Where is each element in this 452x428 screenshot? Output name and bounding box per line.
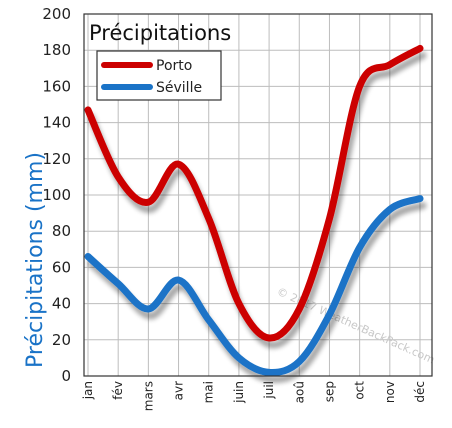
- y-tick-label-20: 20: [52, 331, 71, 349]
- x-tick-label-1: fév: [111, 381, 125, 400]
- legend-box: [96, 50, 222, 101]
- x-tick-label-3: avr: [172, 381, 186, 400]
- y-tick-label-180: 180: [42, 41, 71, 59]
- y-tick-label-60: 60: [52, 258, 71, 276]
- series-line-1: [84, 195, 424, 377]
- x-tick-label-5: juin: [232, 381, 246, 404]
- x-tick-label-7: aoû: [292, 381, 306, 403]
- chart-title: Précipitations: [89, 21, 231, 45]
- plot-frame: [83, 13, 433, 377]
- y-tick-label-200: 200: [42, 5, 71, 23]
- x-tick-label-4: mai: [202, 381, 216, 403]
- legend-label-seville: Séville: [156, 80, 202, 96]
- x-tick-label-0: jan: [81, 381, 95, 400]
- x-tick-label-6: juil: [262, 381, 276, 400]
- y-tick-label-0: 0: [61, 367, 71, 385]
- legend: Porto Séville: [96, 50, 222, 101]
- y-tick-label-100: 100: [42, 186, 71, 204]
- x-tick-label-11: déc: [413, 381, 427, 403]
- legend-label-porto: Porto: [156, 58, 192, 74]
- y-tick-label-140: 140: [42, 114, 71, 132]
- y-tick-label-120: 120: [42, 150, 71, 168]
- series-lines: [84, 44, 424, 377]
- x-tick-label-10: nov: [383, 381, 397, 403]
- y-tick-label-40: 40: [52, 295, 71, 313]
- y-axis-label: Précipitations (mm): [23, 152, 48, 368]
- y-tick-label-80: 80: [52, 222, 71, 240]
- y-tick-labels: 0 20 40 60 80 100 120 140 160 180 200: [42, 5, 71, 385]
- x-tick-label-8: sep: [322, 381, 336, 402]
- x-tick-label-9: oct: [353, 381, 367, 400]
- x-tick-label-2: mars: [141, 381, 155, 411]
- y-tick-label-160: 160: [42, 77, 71, 95]
- series-line-0: [84, 44, 424, 342]
- x-tick-labels: jan fév mars avr mai juin juil aoû sep oct nov déc: [81, 381, 427, 412]
